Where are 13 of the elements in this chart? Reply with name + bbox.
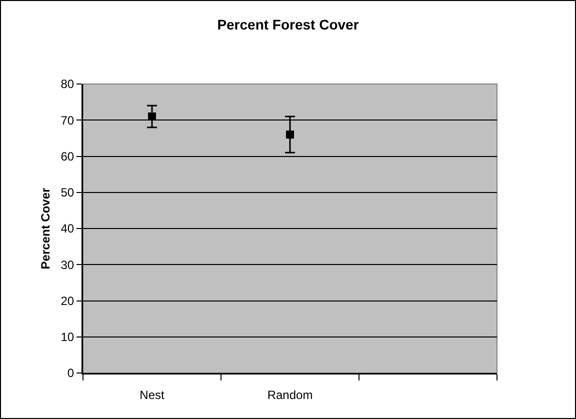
chart-title: Percent Forest Cover — [217, 16, 360, 33]
y-tick-label: 10 — [60, 330, 74, 344]
x-tick-label: Nest — [140, 388, 165, 402]
y-tick-label: 50 — [60, 186, 74, 200]
y-tick-label: 30 — [60, 258, 74, 272]
y-tick-label: 0 — [67, 366, 74, 380]
y-tick-label: 40 — [60, 222, 74, 236]
y-tick-label: 60 — [60, 149, 74, 164]
y-tick-label: 20 — [60, 294, 74, 308]
x-tick-label: Random — [267, 388, 313, 402]
y-axis-title: Percent Cover — [38, 187, 52, 270]
y-tick-label: 80 — [60, 77, 74, 92]
y-tick-label: 70 — [60, 113, 74, 128]
